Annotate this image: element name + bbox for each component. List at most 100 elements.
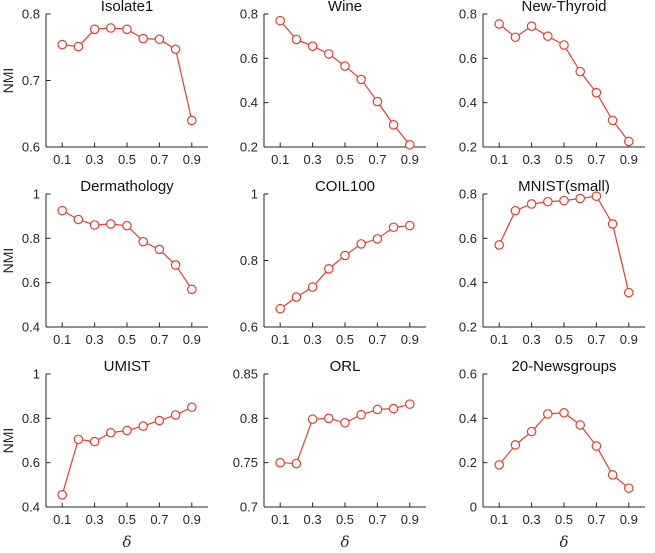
y-tick-label: 0.4 (22, 500, 40, 515)
y-tick-label: 0.8 (459, 7, 477, 22)
x-tick-label: 0.1 (271, 512, 289, 527)
x-tick-label: 0.5 (118, 332, 136, 347)
x-tick-label: 0.5 (555, 512, 573, 527)
chart-coil100: 0.1 0.3 0.5 0.7 0.9 0.6 0.8 1 COIL100 (240, 180, 426, 347)
x-tick-label: 0.3 (523, 152, 541, 167)
x-tick-label: 0.9 (183, 332, 201, 347)
y-tick-label: 0.4 (459, 411, 477, 426)
data-point-marker (388, 403, 399, 414)
x-tick-label: 0.9 (183, 512, 201, 527)
y-tick-label: 0.85 (233, 367, 258, 382)
data-point-marker (170, 260, 181, 270)
x-tick-label: 0.1 (271, 152, 289, 167)
y-tick-label: 0.2 (459, 140, 477, 155)
subplot-title: ORL (330, 360, 361, 375)
data-point-marker (372, 234, 383, 244)
x-tick-label: 0.3 (523, 512, 541, 527)
y-tick-label: 1 (251, 187, 258, 202)
data-point-marker (154, 244, 165, 255)
subplot-wine: 0.1 0.3 0.5 0.7 0.9 0.2 0.4 0.6 0.8 Wine (218, 0, 437, 180)
data-point-marker (138, 421, 148, 431)
data-point-marker (356, 239, 366, 249)
chart-20-newsgroups: 0.1 0.3 0.5 0.7 0.9 0 0.2 0.4 0.6 20-Newsgroups δ (459, 360, 645, 551)
y-tick-label: 0.6 (240, 320, 258, 335)
data-point-marker (510, 32, 521, 43)
y-axis-label-nmi: NMI (0, 428, 16, 454)
data-point-marker (494, 19, 504, 29)
data-point-marker (122, 220, 132, 231)
data-point-marker (187, 115, 197, 126)
subplot-title: MNIST(small) (518, 180, 610, 195)
y-tick-label: 1 (33, 187, 40, 202)
nmi-line-series (280, 403, 410, 465)
data-point-marker (106, 219, 116, 229)
data-point-marker (57, 490, 67, 500)
x-tick-label: 0.9 (401, 512, 419, 527)
x-tick-label: 0.1 (490, 152, 508, 167)
data-point-marker (138, 236, 148, 247)
x-tick-label: 0.7 (150, 332, 168, 347)
subplot-title: Isolate1 (101, 0, 154, 15)
x-tick-label: 0.7 (368, 152, 386, 167)
x-tick-label: 0.5 (336, 332, 354, 347)
data-point-marker (624, 483, 634, 493)
y-axis-label-nmi: NMI (0, 68, 16, 94)
data-point-marker (324, 413, 334, 424)
data-point-marker (543, 409, 553, 419)
data-point-marker (73, 434, 84, 445)
y-tick-label: 0.8 (22, 7, 40, 22)
chart-wine: 0.1 0.3 0.5 0.7 0.9 0.2 0.4 0.6 0.8 Wine (240, 0, 426, 167)
x-tick-label: 0.3 (304, 152, 322, 167)
y-tick-label: 0.6 (459, 51, 477, 66)
nmi-line-series (61, 406, 193, 495)
y-tick-label: 1 (33, 367, 40, 382)
y-tick-label: 0.8 (240, 411, 258, 426)
data-point-marker (607, 115, 618, 126)
data-point-marker (405, 139, 415, 150)
y-tick-label: 0 (470, 500, 477, 515)
data-point-marker (307, 282, 318, 292)
data-point-marker (591, 191, 602, 202)
data-point-marker (356, 74, 366, 85)
x-tick-label: 0.7 (587, 152, 605, 167)
subplot-isolate1: 0.1 0.3 0.5 0.7 0.9 0.6 0.7 0.8 Isolate1 NMI (0, 0, 218, 180)
data-point-marker (575, 193, 585, 204)
data-point-marker (187, 402, 197, 413)
data-point-marker (559, 407, 569, 418)
x-tick-label: 0.1 (490, 512, 508, 527)
data-point-marker (356, 409, 366, 420)
chart-new-thyroid: 0.1 0.3 0.5 0.7 0.9 0.2 0.4 0.6 0.8 New-Thyroid (459, 0, 645, 167)
data-point-marker (372, 96, 383, 107)
data-point-marker (89, 220, 100, 230)
subplot-new-thyroid: 0.1 0.3 0.5 0.7 0.9 0.2 0.4 0.6 0.8 New-Thyroid (437, 0, 655, 180)
x-tick-label: 0.7 (368, 332, 386, 347)
x-tick-label: 0.3 (523, 332, 541, 347)
data-point-marker (607, 470, 618, 480)
data-point-marker (388, 222, 399, 233)
x-tick-label: 0.3 (86, 332, 104, 347)
data-point-marker (275, 303, 285, 314)
x-tick-label: 0.3 (304, 332, 322, 347)
subplot-umist: 0.1 0.3 0.5 0.7 0.9 0.4 0.6 0.8 1 UMIST NMI δ (0, 360, 218, 553)
data-point-marker (405, 399, 415, 409)
data-point-marker (122, 24, 132, 35)
data-point-marker (154, 34, 165, 45)
subplot-title: UMIST (104, 360, 151, 375)
data-point-marker (154, 415, 165, 426)
x-tick-label: 0.5 (118, 512, 136, 527)
data-point-marker (138, 33, 148, 44)
y-tick-label: 0.6 (22, 140, 40, 155)
chart-mnist-small: 0.1 0.3 0.5 0.7 0.9 0.2 0.4 0.6 0.8 MNIST(small) (459, 180, 645, 347)
data-point-marker (57, 39, 67, 50)
y-tick-label: 0.8 (240, 7, 258, 22)
x-tick-label: 0.7 (150, 152, 168, 167)
x-tick-label: 0.5 (336, 512, 354, 527)
data-point-marker (324, 264, 334, 274)
x-tick-label: 0.9 (183, 152, 201, 167)
chart-dermathology: 0.1 0.3 0.5 0.7 0.9 0.4 0.6 0.8 1 Dermathology NMI (0, 180, 208, 347)
data-point-marker (526, 199, 537, 209)
data-point-marker (607, 219, 618, 229)
data-point-marker (170, 410, 181, 420)
subplot-title: Dermathology (80, 180, 174, 195)
subplot-title: New-Thyroid (521, 0, 606, 15)
